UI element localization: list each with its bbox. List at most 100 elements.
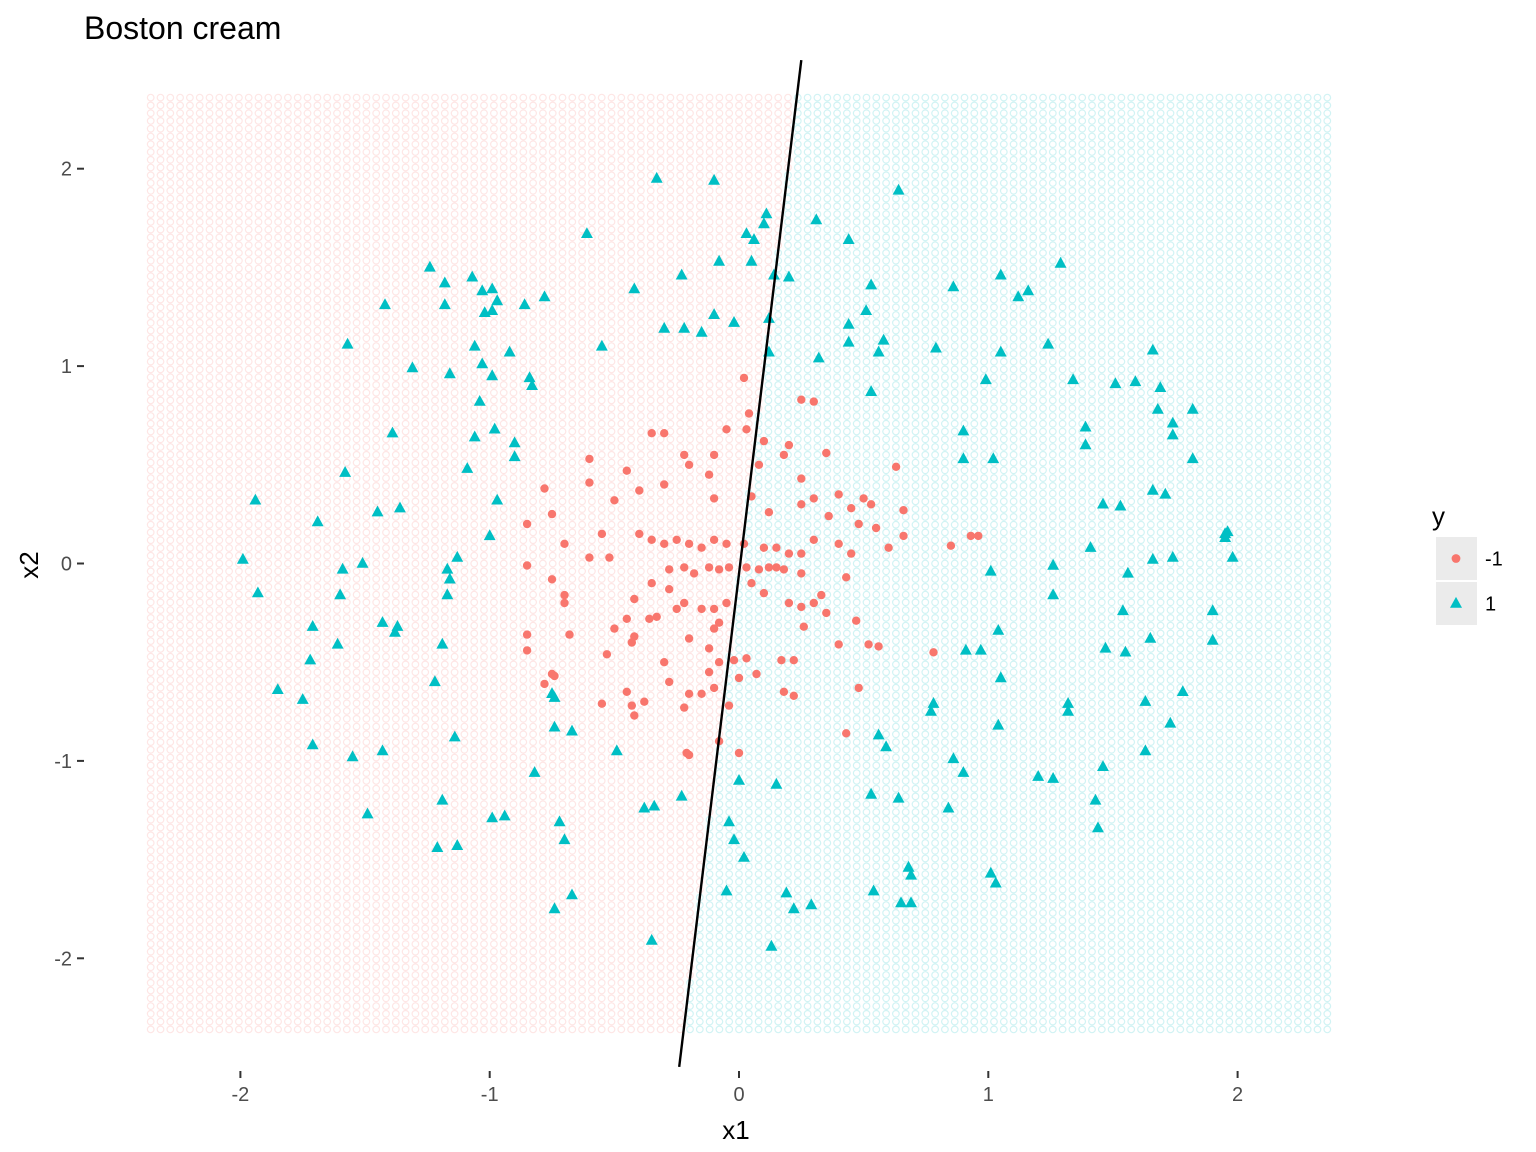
grid-dot bbox=[352, 815, 361, 824]
grid-dot bbox=[499, 466, 508, 475]
grid-dot bbox=[421, 800, 430, 809]
grid-dot bbox=[490, 784, 498, 793]
grid-dot bbox=[225, 947, 234, 956]
grid-dot bbox=[470, 248, 479, 257]
grid-dot bbox=[352, 792, 361, 801]
grid-dot bbox=[156, 722, 165, 731]
grid-dot bbox=[352, 505, 361, 514]
grid-dot bbox=[234, 520, 243, 529]
grid-dot bbox=[480, 924, 488, 933]
grid-dot bbox=[362, 186, 371, 195]
grid-dot bbox=[244, 280, 253, 288]
grid-dot bbox=[146, 225, 155, 234]
grid-dot bbox=[490, 101, 498, 110]
grid-dot bbox=[421, 582, 430, 591]
grid-dot bbox=[225, 482, 234, 490]
grid-dot bbox=[529, 93, 537, 102]
grid-dot bbox=[313, 443, 322, 451]
grid-dot bbox=[431, 932, 439, 941]
grid-dot bbox=[362, 528, 371, 537]
grid-dot bbox=[303, 132, 312, 141]
grid-dot bbox=[470, 116, 479, 125]
grid-dot bbox=[421, 877, 430, 886]
grid-dot bbox=[440, 769, 449, 777]
grid-dot bbox=[274, 831, 283, 840]
grid-dot bbox=[146, 940, 155, 948]
grid-dot bbox=[225, 520, 234, 529]
grid-dot bbox=[303, 823, 312, 832]
grid-dot bbox=[509, 513, 518, 521]
grid-dot bbox=[539, 808, 547, 816]
grid-dot bbox=[529, 155, 537, 164]
grid-dot bbox=[539, 1017, 547, 1026]
grid-dot bbox=[362, 1009, 371, 1018]
grid-dot bbox=[450, 590, 459, 599]
grid-dot bbox=[254, 846, 263, 855]
grid-dot bbox=[509, 419, 518, 428]
grid-dot bbox=[166, 210, 175, 219]
grid-dot bbox=[401, 893, 410, 902]
grid-dot bbox=[440, 940, 449, 948]
grid-dot bbox=[421, 854, 430, 863]
grid-dot bbox=[293, 877, 302, 886]
grid-dot bbox=[450, 683, 459, 692]
grid-dot bbox=[156, 264, 165, 273]
grid-dot bbox=[195, 513, 204, 521]
grid-dot bbox=[185, 660, 194, 669]
grid-dot bbox=[411, 520, 420, 529]
grid-dot bbox=[391, 388, 400, 397]
grid-dot bbox=[519, 435, 528, 444]
grid-dot bbox=[519, 334, 528, 343]
grid-dot bbox=[176, 714, 185, 723]
grid-dot bbox=[372, 474, 381, 483]
grid-dot bbox=[303, 520, 312, 529]
grid-dot bbox=[254, 621, 263, 630]
grid-dot bbox=[234, 140, 243, 149]
grid-dot bbox=[333, 419, 341, 428]
grid-dot bbox=[323, 280, 332, 288]
grid-dot bbox=[274, 846, 283, 855]
grid-dot bbox=[362, 427, 371, 436]
grid-dot bbox=[234, 916, 243, 925]
grid-dot bbox=[254, 171, 263, 180]
grid-dot bbox=[166, 932, 175, 941]
grid-dot bbox=[234, 707, 243, 715]
grid-dot bbox=[450, 528, 459, 537]
grid-dot bbox=[205, 443, 214, 451]
grid-dot bbox=[215, 140, 224, 149]
grid-dot bbox=[519, 963, 528, 972]
grid-dot bbox=[382, 241, 390, 250]
grid-dot bbox=[519, 93, 528, 102]
grid-dot bbox=[303, 940, 312, 948]
grid-dot bbox=[176, 124, 185, 133]
grid-dot bbox=[166, 575, 175, 583]
grid-dot bbox=[401, 171, 410, 180]
grid-dot bbox=[372, 544, 381, 552]
grid-dot bbox=[352, 295, 361, 304]
grid-dot bbox=[264, 303, 273, 312]
grid-dot bbox=[480, 629, 488, 638]
grid-dot bbox=[548, 808, 557, 816]
grid-dot bbox=[382, 963, 390, 972]
grid-dot bbox=[490, 388, 498, 397]
grid-dot bbox=[176, 769, 185, 777]
grid-dot bbox=[166, 194, 175, 203]
grid-dot bbox=[509, 1017, 518, 1026]
grid-dot bbox=[519, 978, 528, 987]
grid-dot bbox=[333, 582, 341, 591]
grid-dot bbox=[293, 536, 302, 545]
grid-dot bbox=[450, 901, 459, 909]
grid-dot bbox=[166, 272, 175, 281]
grid-dot bbox=[372, 668, 381, 677]
grid-dot bbox=[215, 528, 224, 537]
grid-dot bbox=[431, 443, 439, 451]
grid-dot bbox=[323, 458, 332, 467]
grid-dot bbox=[548, 777, 557, 785]
grid-dot bbox=[509, 303, 518, 312]
grid-dot bbox=[313, 148, 322, 156]
grid-dot bbox=[234, 163, 243, 172]
grid-dot bbox=[440, 629, 449, 638]
grid-dot bbox=[480, 831, 488, 840]
grid-dot bbox=[391, 458, 400, 467]
grid-dot bbox=[372, 217, 381, 226]
